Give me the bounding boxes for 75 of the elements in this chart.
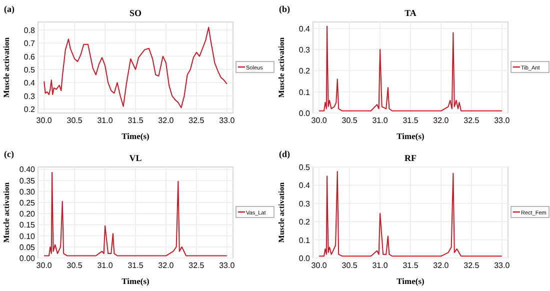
text: (a) [4,4,14,14]
y-axis-title: Muscle activation [277,182,286,243]
y-axis-title: Muscle activation [2,36,11,98]
text: (c) [4,149,14,159]
y-tick-label: 0.40 [19,165,36,174]
y-tick-label: 0.5 [298,163,311,172]
x-tick-label: 30.0 [311,116,328,125]
x-tick-label: 30.0 [36,116,52,125]
y-tick-label: 0.2 [24,105,36,114]
y-tick-label: 0.4 [298,181,311,190]
y-tick-label: 0.0 [298,254,311,263]
y-tick-label: 0.3 [298,199,311,208]
x-tick-label: 31.5 [128,116,144,125]
x-tick-label: 30.0 [311,261,328,270]
x-tick-label: 31.0 [97,116,114,125]
line-series [318,26,502,112]
y-tick-label: 0.3 [298,46,311,55]
y-tick-label: 0.5 [24,65,36,74]
x-tick-label: 30.5 [342,116,358,125]
chart-title: TA [404,8,417,18]
line-series [44,26,228,108]
x-axis-title: Time(s) [122,131,150,141]
y-tick-label: 0.15 [19,220,36,230]
y-tick-label: 0.7 [24,39,36,48]
y-tick-label: 0.4 [298,24,311,34]
x-tick-label: 32.5 [464,261,480,270]
x-axis-title: Time(s) [396,276,425,286]
y-tick-label: 0.1 [298,88,311,97]
chart-title: RF [404,153,417,163]
y-tick-label: 0.05 [19,242,36,252]
x-tick-label: 30.5 [342,261,358,270]
y-tick-label: 0.30 [19,187,36,196]
x-tick-label: 31.0 [372,261,388,270]
x-tick-label: 30.0 [36,261,52,270]
x-tick-label: 31.5 [402,116,419,125]
x-tick-label: 30.5 [66,261,83,270]
y-tick-label: 0.25 [19,198,36,208]
y-tick-label: 0.20 [19,210,36,219]
y-tick-label: 0.6 [24,52,36,62]
x-tick-label: 31.0 [372,116,388,125]
y-tick-label: 0.10 [19,232,36,241]
x-tick-label: 33.0 [494,116,510,125]
y-tick-label: 0.3 [24,92,36,101]
y-tick-label: 0.1 [298,236,311,245]
x-tick-label: 33.0 [219,261,236,270]
line-series [318,171,502,257]
x-tick-label: 32.0 [433,261,450,270]
chart-title: SO [129,8,142,18]
x-axis-title: Time(s) [396,131,425,141]
y-tick-label: 0.35 [19,176,36,186]
x-tick-label: 31.5 [402,261,419,270]
x-tick-label: 30.5 [66,116,83,125]
y-axis-title: Muscle activation [277,36,286,98]
y-tick-label: 0.00 [19,254,36,263]
chart-title: VL [129,153,142,163]
x-tick-label: 33.0 [219,116,236,125]
y-tick-label: 0.8 [24,26,36,35]
y-axis-title: Muscle activation [2,182,11,243]
y-tick-label: 0.2 [298,218,311,227]
line-series [44,172,228,256]
x-tick-label: 31.5 [128,261,144,270]
x-tick-label: 32.5 [464,116,480,125]
text: (b) [279,4,290,14]
x-tick-label: 33.0 [494,261,510,270]
y-tick-label: 0.0 [298,109,311,118]
y-tick-label: 0.4 [24,78,36,88]
x-tick-label: 31.0 [97,261,114,270]
x-axis-title: Time(s) [122,276,150,286]
x-tick-label: 32.0 [158,116,174,125]
x-tick-label: 32.0 [158,261,174,270]
x-tick-label: 32.5 [188,116,205,125]
y-tick-label: 0.2 [298,66,311,76]
text: (d) [279,149,290,159]
x-tick-label: 32.0 [433,116,450,125]
x-tick-label: 32.5 [188,261,205,270]
